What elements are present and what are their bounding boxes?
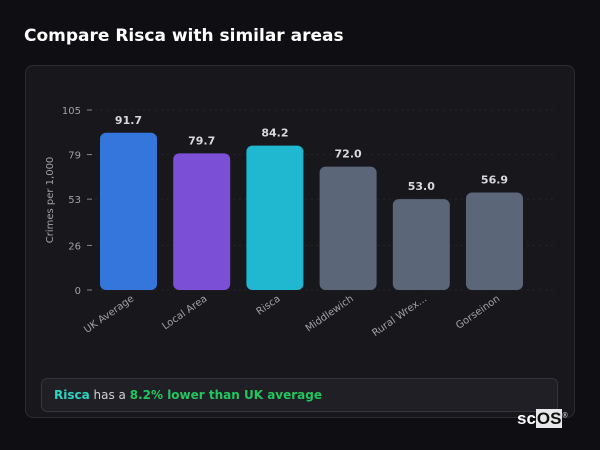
data-label: 53.0 xyxy=(408,180,435,193)
comparison-summary: Risca has a 8.2% lower than UK average xyxy=(41,378,558,412)
bar-uk-average xyxy=(100,132,157,290)
x-tick-label: Risca xyxy=(255,293,283,317)
y-tick-label: 26 xyxy=(68,241,81,252)
logo-mark: ® xyxy=(562,412,568,420)
summary-highlight: 8.2% lower than UK average xyxy=(129,388,322,402)
data-label: 72.0 xyxy=(335,148,362,161)
page-title: Compare Risca with similar areas xyxy=(24,26,344,46)
data-label: 79.7 xyxy=(188,134,215,147)
x-tick-label: Middlewich xyxy=(304,293,356,334)
summary-area: Risca xyxy=(54,388,90,402)
data-label: 84.2 xyxy=(261,127,288,140)
bar-risca xyxy=(246,145,304,290)
bar-gorseinon xyxy=(466,192,523,290)
y-axis-label: Crimes per 1,000 xyxy=(45,157,56,244)
y-tick-label: 105 xyxy=(62,106,81,117)
x-tick-label: UK Average xyxy=(82,293,136,335)
scos-logo: scOS® xyxy=(517,409,568,429)
bar-rural-wrex- xyxy=(392,199,450,290)
bar-middlewich xyxy=(319,166,377,290)
bar-local-area xyxy=(173,153,231,290)
x-tick-label: Gorseinon xyxy=(454,293,502,331)
y-tick-label: 79 xyxy=(68,151,81,162)
data-label: 91.7 xyxy=(115,114,142,127)
y-tick-label: 0 xyxy=(75,286,81,297)
logo-text: sc xyxy=(517,409,536,428)
x-tick-label: Local Area xyxy=(160,293,209,332)
data-label: 56.9 xyxy=(481,173,508,186)
x-tick-label: Rural Wrex... xyxy=(370,293,429,339)
summary-text: has a xyxy=(89,388,130,402)
y-tick-label: 53 xyxy=(68,195,81,206)
logo-boxed-text: OS xyxy=(535,409,563,428)
